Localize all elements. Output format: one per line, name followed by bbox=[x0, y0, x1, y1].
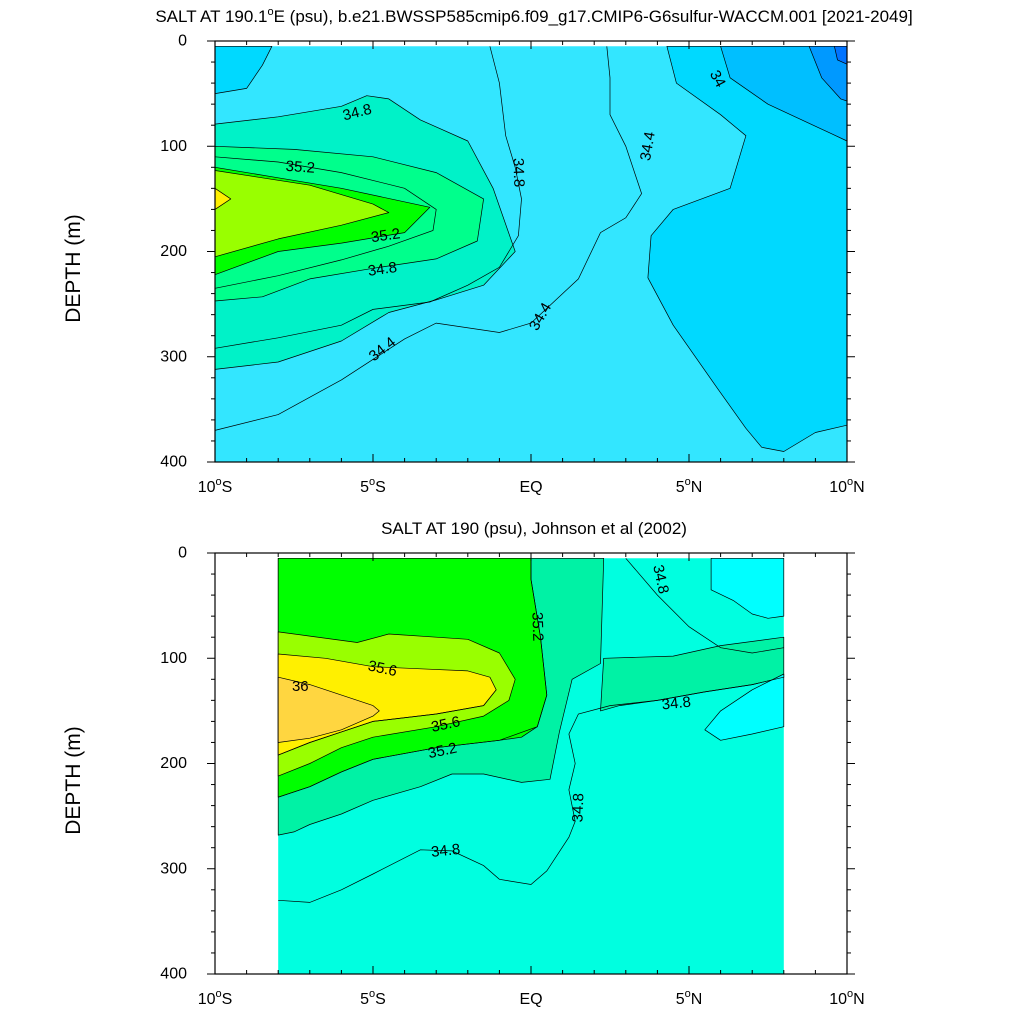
y-tick-label: 100 bbox=[160, 138, 187, 155]
degree-mark: o bbox=[685, 476, 691, 488]
contour-label: 34.8 bbox=[661, 694, 692, 714]
title-text: SALT AT 190.1 bbox=[155, 7, 267, 26]
x-tick-number: 5 bbox=[360, 479, 369, 496]
y-tick-label: 400 bbox=[160, 454, 187, 471]
contour-line-34-8 bbox=[625, 558, 784, 654]
x-tick-label: EQ bbox=[519, 991, 542, 1008]
contour-fill-35-8 bbox=[277, 676, 380, 743]
contour-label: 35.6 bbox=[430, 713, 462, 736]
x-tick-number: EQ bbox=[519, 991, 542, 1008]
contour-line-34-4 bbox=[214, 46, 642, 431]
contour-label: 34.8 bbox=[569, 793, 587, 823]
degree-mark: o bbox=[216, 988, 222, 1000]
x-tick-number: 10 bbox=[829, 991, 847, 1008]
y-tick-label: 400 bbox=[160, 966, 187, 983]
y-tick-label: 200 bbox=[160, 755, 187, 772]
y-tick-label: 200 bbox=[160, 243, 187, 260]
title-text-rest: E (psu), b.e21.BWSSP585cmip6.f09_g17.CMI… bbox=[274, 7, 913, 26]
degree-mark: o bbox=[847, 476, 853, 488]
x-tick-label: 5oN bbox=[676, 476, 703, 496]
x-tick-hemisphere: S bbox=[375, 479, 386, 496]
contour-label: 35.2 bbox=[528, 612, 546, 642]
degree-mark: o bbox=[369, 476, 375, 488]
x-tick-number: 10 bbox=[198, 991, 216, 1008]
contour-label: 34.8 bbox=[430, 841, 461, 861]
contour-label: 35.2 bbox=[285, 158, 315, 177]
x-tick-label: 5oN bbox=[676, 988, 703, 1008]
x-tick-hemisphere: S bbox=[222, 991, 233, 1008]
contour-label: 35.2 bbox=[426, 740, 458, 763]
contour-fill-34-6 bbox=[710, 557, 785, 619]
contour-label: 34.4 bbox=[637, 130, 659, 162]
contour-label: 34.8 bbox=[649, 563, 672, 595]
contour-label: 36 bbox=[292, 678, 309, 695]
x-tick-label: 10oS bbox=[198, 476, 233, 496]
y-axis-label: DEPTH (m) bbox=[62, 214, 85, 323]
degree-mark: o bbox=[685, 988, 691, 1000]
contour-label: 34 bbox=[706, 68, 729, 91]
contour-fill-34-2 bbox=[647, 45, 848, 452]
y-tick-label: 100 bbox=[160, 650, 187, 667]
degree-mark: o bbox=[216, 476, 222, 488]
y-tick-label: 0 bbox=[178, 33, 187, 50]
x-tick-label: 10oS bbox=[198, 988, 233, 1008]
contour-line-35-2 bbox=[278, 558, 548, 798]
chart-title: SALT AT 190.1oE (psu), b.e21.BWSSP585cmi… bbox=[155, 6, 912, 26]
x-tick-hemisphere: N bbox=[691, 479, 703, 496]
x-tick-label: 10oN bbox=[829, 476, 864, 496]
y-tick-label: 300 bbox=[160, 860, 187, 877]
contour-fill-34-6 bbox=[704, 673, 785, 741]
x-tick-hemisphere: N bbox=[853, 991, 865, 1008]
x-tick-hemisphere: S bbox=[375, 991, 386, 1008]
contour-label: 34.8 bbox=[509, 158, 527, 188]
x-tick-number: 5 bbox=[676, 479, 685, 496]
x-tick-hemisphere: S bbox=[222, 479, 233, 496]
contour-fill-35-4 bbox=[214, 170, 390, 258]
x-tick-number: 5 bbox=[360, 991, 369, 1008]
y-tick-label: 0 bbox=[178, 545, 187, 562]
title-degree-mark: o bbox=[267, 6, 273, 18]
x-tick-label: 5oS bbox=[360, 988, 386, 1008]
contour-line-35-2 bbox=[214, 156, 437, 289]
contour-label: 34.8 bbox=[341, 101, 373, 125]
title-text: SALT AT 190 (psu), Johnson et al (2002) bbox=[381, 519, 687, 538]
contour-line-34-8 bbox=[278, 676, 784, 903]
x-tick-number: 10 bbox=[198, 479, 216, 496]
x-tick-number: EQ bbox=[519, 479, 542, 496]
y-axis-label: DEPTH (m) bbox=[62, 726, 85, 835]
degree-mark: o bbox=[369, 988, 375, 1000]
x-tick-label: 5oS bbox=[360, 476, 386, 496]
contour-line-35-6 bbox=[278, 689, 497, 756]
x-tick-number: 10 bbox=[829, 479, 847, 496]
x-tick-hemisphere: N bbox=[853, 479, 865, 496]
x-tick-label: 10oN bbox=[829, 988, 864, 1008]
x-tick-label: EQ bbox=[519, 479, 542, 496]
contour-label: 35.2 bbox=[370, 225, 401, 246]
chart-title: SALT AT 190 (psu), Johnson et al (2002) bbox=[381, 519, 687, 538]
y-tick-label: 300 bbox=[160, 348, 187, 365]
contour-line-34-8 bbox=[214, 46, 522, 349]
degree-mark: o bbox=[847, 988, 853, 1000]
contour-label: 35.6 bbox=[366, 657, 398, 680]
x-tick-number: 5 bbox=[676, 991, 685, 1008]
contour-label: 34.8 bbox=[367, 259, 398, 280]
x-tick-hemisphere: N bbox=[691, 991, 703, 1008]
